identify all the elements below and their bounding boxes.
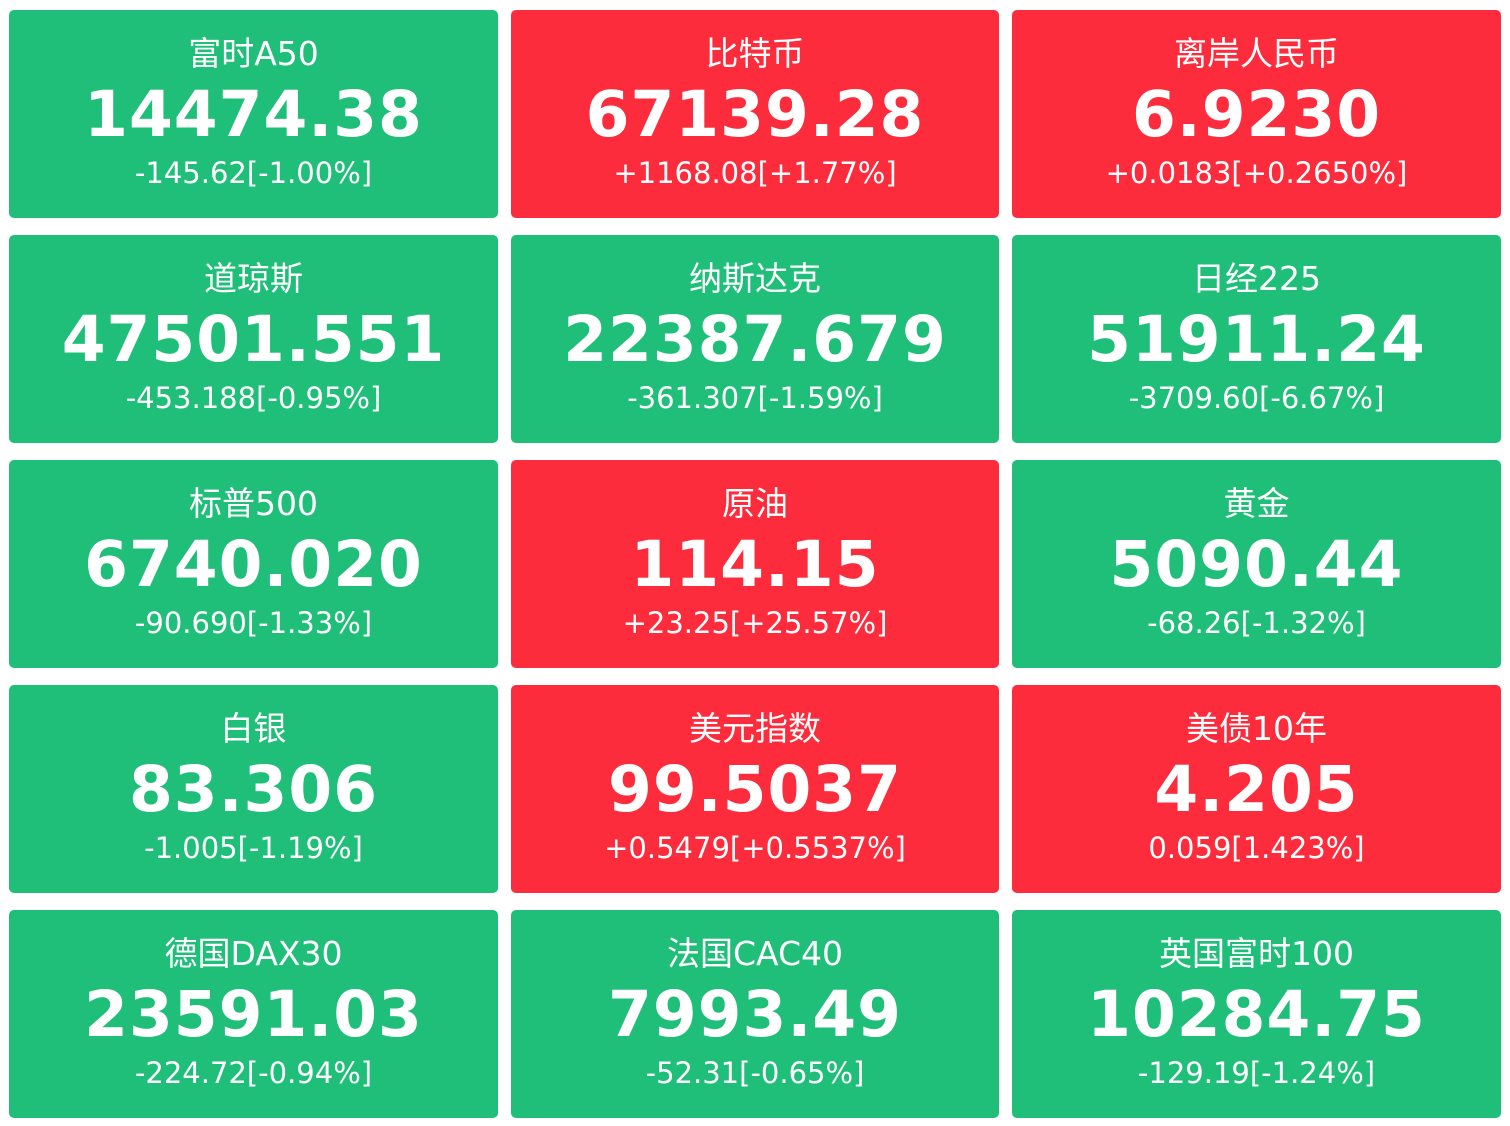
quote-tile-crude-oil[interactable]: 原油 114.15 +23.25[+25.57%] (511, 460, 999, 668)
quote-price: 22387.679 (563, 303, 947, 376)
quote-tile-ftse-a50[interactable]: 富时A50 14474.38 -145.62[-1.00%] (9, 10, 498, 218)
quote-tile-sp-500[interactable]: 标普500 6740.020 -90.690[-1.33%] (9, 460, 498, 668)
quote-change: +23.25[+25.57%] (622, 606, 888, 640)
quote-change: -1.005[-1.19%] (144, 831, 363, 865)
quote-name: 富时A50 (188, 34, 319, 73)
quote-tile-silver[interactable]: 白银 83.306 -1.005[-1.19%] (9, 685, 498, 893)
quote-name: 标普500 (189, 484, 318, 523)
quote-price: 99.5037 (608, 753, 902, 826)
quote-change: -52.31[-0.65%] (645, 1056, 865, 1090)
quote-tile-dollar-index[interactable]: 美元指数 99.5037 +0.5479[+0.5537%] (511, 685, 999, 893)
quote-change: -145.62[-1.00%] (134, 156, 373, 190)
quote-change: -361.307[-1.59%] (627, 381, 883, 415)
quote-price: 14474.38 (84, 78, 423, 151)
quote-price: 51911.24 (1087, 303, 1426, 376)
quote-change: -453.188[-0.95%] (125, 381, 382, 415)
quote-name: 美元指数 (689, 709, 821, 748)
quote-name: 黄金 (1223, 484, 1290, 523)
quote-tile-dow-jones[interactable]: 道琼斯 47501.551 -453.188[-0.95%] (9, 235, 498, 443)
quote-name: 原油 (722, 484, 788, 523)
quote-tile-gold[interactable]: 黄金 5090.44 -68.26[-1.32%] (1012, 460, 1501, 668)
quote-price: 114.15 (630, 528, 880, 601)
quote-name: 纳斯达克 (689, 259, 821, 298)
quote-tile-bitcoin[interactable]: 比特币 67139.28 +1168.08[+1.77%] (511, 10, 999, 218)
quote-change: +1168.08[+1.77%] (613, 156, 897, 190)
quote-name: 英国富时100 (1159, 934, 1354, 973)
quote-price: 6.9230 (1131, 78, 1382, 151)
quote-change: -129.19[-1.24%] (1137, 1056, 1376, 1090)
quote-price: 67139.28 (585, 78, 925, 151)
quote-price: 5090.44 (1109, 528, 1404, 601)
quote-price: 83.306 (128, 753, 379, 826)
quote-tile-nasdaq[interactable]: 纳斯达克 22387.679 -361.307[-1.59%] (511, 235, 999, 443)
quote-name: 道琼斯 (204, 259, 303, 298)
quote-name: 德国DAX30 (164, 934, 343, 973)
quote-tile-offshore-cny[interactable]: 离岸人民币 6.9230 +0.0183[+0.2650%] (1012, 10, 1501, 218)
quote-tile-us-10y-treasury[interactable]: 美债10年 4.205 0.059[1.423%] (1012, 685, 1501, 893)
quote-tile-nikkei-225[interactable]: 日经225 51911.24 -3709.60[-6.67%] (1012, 235, 1501, 443)
quote-name: 比特币 (705, 34, 805, 73)
quote-price: 6740.020 (84, 528, 423, 601)
quote-name: 日经225 (1192, 259, 1321, 298)
quote-price: 7993.49 (608, 978, 902, 1051)
quote-name: 离岸人民币 (1174, 34, 1339, 73)
quote-name: 美债10年 (1186, 709, 1327, 748)
quote-tile-ftse-100[interactable]: 英国富时100 10284.75 -129.19[-1.24%] (1012, 910, 1501, 1118)
quote-price: 10284.75 (1087, 978, 1426, 1051)
quote-change: 0.059[1.423%] (1148, 831, 1365, 865)
quote-price: 4.205 (1154, 753, 1359, 826)
quote-change: -68.26[-1.32%] (1147, 606, 1366, 640)
quote-tile-cac-40[interactable]: 法国CAC40 7993.49 -52.31[-0.65%] (511, 910, 999, 1118)
quote-change: -224.72[-0.94%] (134, 1056, 373, 1090)
quote-price: 47501.551 (61, 303, 446, 376)
quote-change: +0.5479[+0.5537%] (604, 831, 906, 865)
quote-name: 白银 (220, 709, 287, 748)
quote-change: -3709.60[-6.67%] (1128, 381, 1385, 415)
quote-tile-dax-30[interactable]: 德国DAX30 23591.03 -224.72[-0.94%] (9, 910, 498, 1118)
quote-name: 法国CAC40 (666, 934, 844, 973)
quote-price: 23591.03 (84, 978, 423, 1051)
quote-change: -90.690[-1.33%] (134, 606, 373, 640)
quote-change: +0.0183[+0.2650%] (1105, 156, 1408, 190)
